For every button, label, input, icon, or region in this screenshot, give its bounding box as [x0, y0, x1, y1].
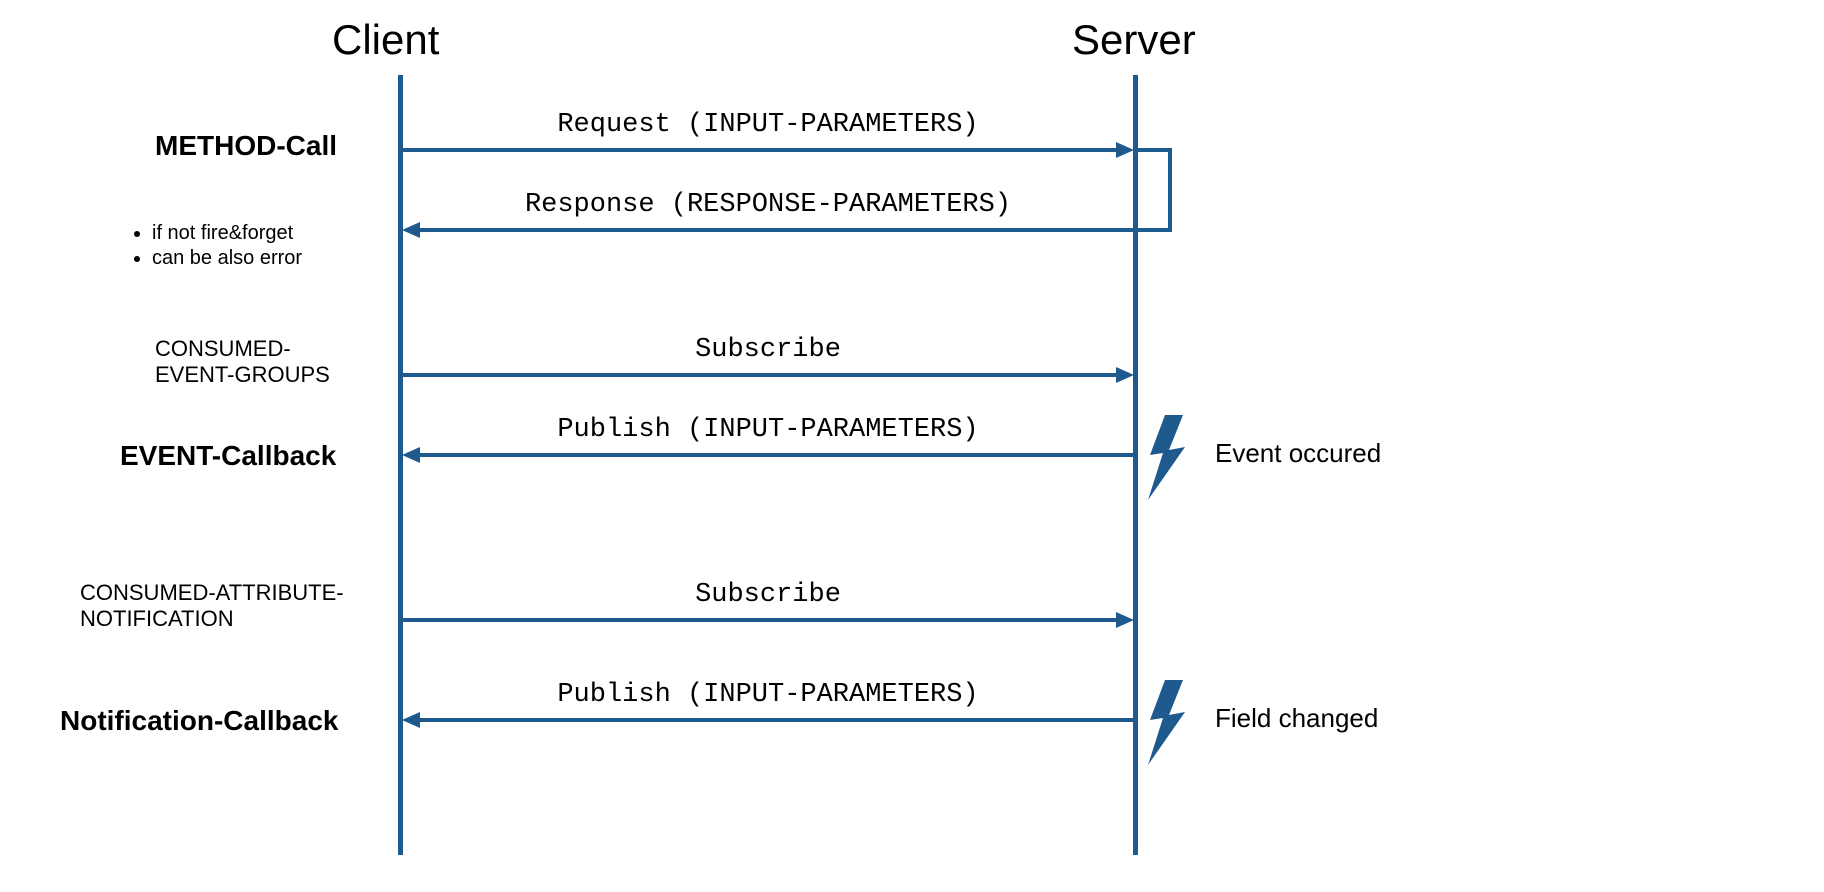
field-changed-label: Field changed: [1215, 703, 1378, 734]
bullet-fire-forget: if not fire&forget: [152, 222, 302, 245]
lightning-icon-1: [1145, 415, 1195, 505]
publish2-label: Publish (INPUT-PARAMETERS): [403, 680, 1133, 710]
consumed-event-groups-label: CONSUMED- EVENT-GROUPS: [155, 336, 330, 388]
event-occurred-label: Event occured: [1215, 438, 1381, 469]
client-header: Client: [332, 16, 439, 64]
subscribe1-label: Subscribe: [403, 335, 1133, 365]
event-callback-label: EVENT-Callback: [120, 440, 336, 472]
request-arrow: [403, 148, 1116, 152]
request-label: Request (INPUT-PARAMETERS): [403, 110, 1133, 140]
subscribe2-label: Subscribe: [403, 580, 1133, 610]
publish2-arrow-head: [402, 712, 420, 728]
method-call-label: METHOD-Call: [155, 130, 337, 162]
subscribe2-arrow: [403, 618, 1116, 622]
subscribe1-arrow: [403, 373, 1116, 377]
bullet-error: can be also error: [152, 247, 302, 270]
response-arrow-head: [402, 222, 420, 238]
server-header: Server: [1072, 16, 1196, 64]
publish2-arrow: [420, 718, 1135, 722]
server-self-loop: [1137, 148, 1172, 232]
subscribe1-arrow-head: [1116, 367, 1134, 383]
response-label: Response (RESPONSE-PARAMETERS): [403, 190, 1133, 220]
publish1-arrow: [420, 453, 1135, 457]
publish1-arrow-head: [402, 447, 420, 463]
method-call-bullets: if not fire&forget can be also error: [130, 220, 302, 272]
subscribe2-arrow-head: [1116, 612, 1134, 628]
response-arrow: [420, 228, 1135, 232]
consumed-attribute-notification-label: CONSUMED-ATTRIBUTE- NOTIFICATION: [80, 580, 344, 632]
notification-callback-label: Notification-Callback: [60, 705, 338, 737]
lightning-icon-2: [1145, 680, 1195, 770]
sequence-diagram: Client Server Request (INPUT-PARAMETERS)…: [0, 0, 1824, 892]
publish1-label: Publish (INPUT-PARAMETERS): [403, 415, 1133, 445]
request-arrow-head: [1116, 142, 1134, 158]
